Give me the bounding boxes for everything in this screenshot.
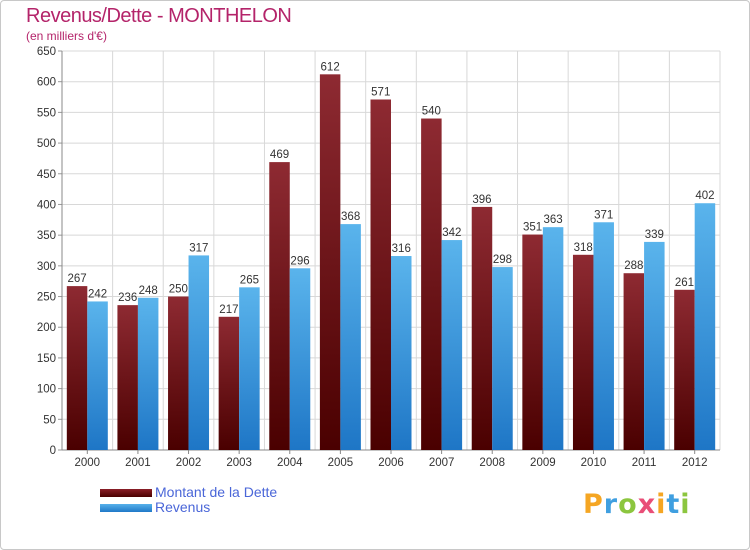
x-tick-label: 2002 bbox=[176, 457, 202, 469]
legend-item-revenus: Revenus bbox=[100, 499, 360, 516]
data-label-dette: 351 bbox=[523, 222, 542, 234]
legend-label-revenus: Revenus bbox=[155, 499, 211, 515]
x-tick-label: 2010 bbox=[581, 457, 607, 469]
bar-dette bbox=[269, 162, 290, 451]
x-tick-label: 2007 bbox=[429, 457, 455, 469]
logo-letter: t bbox=[666, 489, 681, 520]
data-label-revenus: 242 bbox=[88, 288, 107, 300]
data-label-dette: 288 bbox=[624, 260, 643, 272]
bar-revenus bbox=[239, 287, 260, 450]
x-tick-label: 2012 bbox=[682, 457, 708, 469]
data-label-dette: 250 bbox=[169, 284, 188, 296]
logo-letter: r bbox=[603, 489, 619, 520]
x-tick-label: 2005 bbox=[328, 457, 354, 469]
logo-letter: i bbox=[680, 489, 691, 520]
x-tick-label: 2003 bbox=[226, 457, 252, 469]
bar-dette bbox=[421, 118, 442, 451]
bar-dette bbox=[471, 206, 493, 450]
logo-letter: x bbox=[637, 489, 657, 520]
data-label-revenus: 265 bbox=[240, 274, 259, 286]
legend-swatch-dette bbox=[100, 489, 152, 497]
data-label-revenus: 363 bbox=[544, 214, 563, 226]
data-label-dette: 236 bbox=[118, 292, 137, 304]
bar-revenus bbox=[644, 241, 665, 450]
y-tick-label: 50 bbox=[43, 414, 56, 426]
y-tick-label: 550 bbox=[37, 107, 56, 119]
proxiti-logo: Proxiti bbox=[583, 489, 691, 520]
data-label-revenus: 316 bbox=[392, 243, 411, 255]
data-label-dette: 612 bbox=[321, 61, 340, 73]
bar-dette bbox=[117, 305, 138, 450]
x-tick-label: 2009 bbox=[530, 457, 556, 469]
bar-dette bbox=[66, 286, 88, 450]
legend-label-dette: Montant de la Dette bbox=[155, 484, 278, 500]
y-tick-label: 500 bbox=[37, 138, 56, 150]
bar-revenus bbox=[188, 255, 210, 450]
chart-subtitle: (en milliers d'€) bbox=[26, 29, 107, 43]
bar-dette bbox=[319, 74, 341, 450]
bar-revenus bbox=[694, 203, 716, 450]
bar-revenus bbox=[492, 267, 513, 450]
bar-dette bbox=[522, 234, 543, 450]
bar-dette bbox=[168, 296, 189, 450]
data-label-revenus: 402 bbox=[695, 190, 714, 202]
data-label-revenus: 339 bbox=[645, 229, 664, 241]
y-tick-label: 200 bbox=[37, 322, 56, 334]
y-tick-label: 650 bbox=[37, 46, 56, 58]
bar-revenus bbox=[289, 268, 311, 450]
bar-revenus bbox=[593, 222, 614, 450]
data-label-dette: 318 bbox=[574, 242, 593, 254]
bar-revenus bbox=[441, 240, 463, 450]
x-tick-label: 2004 bbox=[277, 457, 303, 469]
bar-revenus bbox=[340, 224, 361, 450]
bar-dette bbox=[572, 254, 594, 450]
x-tick-label: 2011 bbox=[632, 457, 657, 469]
data-label-dette: 571 bbox=[371, 86, 390, 98]
data-label-dette: 261 bbox=[675, 277, 694, 289]
data-label-revenus: 298 bbox=[493, 254, 512, 266]
data-label-dette: 540 bbox=[422, 106, 441, 118]
data-label-revenus: 342 bbox=[442, 227, 461, 239]
y-tick-label: 250 bbox=[37, 292, 56, 304]
x-tick-label: 2001 bbox=[125, 457, 151, 469]
y-tick-label: 0 bbox=[50, 445, 56, 457]
logo-letter: o bbox=[618, 489, 638, 520]
bar-dette bbox=[674, 289, 695, 450]
legend-item-dette: Montant de la Dette bbox=[100, 484, 360, 501]
bar-dette bbox=[370, 99, 391, 451]
y-tick-label: 100 bbox=[37, 384, 56, 396]
chart-title: Revenus/Dette - MONTHELON bbox=[26, 5, 292, 27]
data-label-dette: 396 bbox=[472, 194, 491, 206]
bar-revenus bbox=[87, 301, 108, 450]
legend: Montant de la Dette Revenus bbox=[100, 484, 360, 516]
x-tick-label: 2006 bbox=[378, 457, 404, 469]
data-label-revenus: 368 bbox=[341, 211, 360, 223]
y-tick-label: 450 bbox=[37, 169, 56, 181]
bar-revenus bbox=[391, 256, 412, 450]
bar-revenus bbox=[542, 227, 564, 450]
legend-swatch-revenus bbox=[100, 504, 152, 512]
y-tick-label: 300 bbox=[37, 261, 56, 273]
y-tick-label: 600 bbox=[37, 77, 56, 89]
x-tick-label: 2008 bbox=[479, 457, 505, 469]
data-label-revenus: 317 bbox=[189, 242, 208, 254]
logo-letter: i bbox=[656, 489, 667, 520]
data-label-revenus: 248 bbox=[139, 285, 158, 297]
data-label-dette: 217 bbox=[219, 304, 238, 316]
y-tick-label: 350 bbox=[37, 230, 56, 242]
bar-dette bbox=[218, 316, 240, 450]
y-tick-label: 400 bbox=[37, 199, 56, 211]
data-label-dette: 469 bbox=[270, 149, 289, 161]
y-tick-label: 150 bbox=[37, 353, 56, 365]
x-tick-label: 2000 bbox=[75, 457, 101, 469]
data-label-revenus: 371 bbox=[594, 209, 613, 221]
data-label-dette: 267 bbox=[67, 273, 86, 285]
bar-dette bbox=[623, 273, 645, 450]
bar-revenus bbox=[137, 297, 159, 450]
data-label-revenus: 296 bbox=[290, 255, 309, 267]
logo-letter: P bbox=[583, 489, 604, 520]
